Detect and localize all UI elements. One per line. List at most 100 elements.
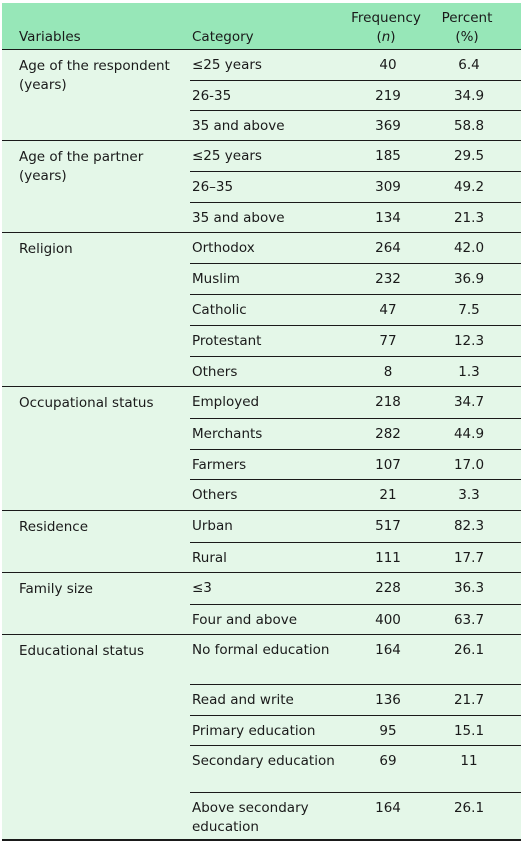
frequency-cell: 228	[375, 580, 401, 596]
table-header: Variables Category Frequency (n) Percent…	[2, 3, 521, 50]
percent-cell: 44.9	[453, 426, 485, 442]
header-frequency-line1: Frequency	[351, 10, 421, 26]
table-row: Others 21 3.3	[190, 479, 521, 510]
percent-cell: 49.2	[453, 179, 485, 195]
frequency-cell: 77	[379, 333, 397, 349]
table-row: Protestant 77 12.3	[190, 325, 521, 356]
percent-cell: 63.7	[453, 612, 485, 628]
percent-cell: 17.0	[453, 457, 485, 473]
table-row: Farmers 107 17.0	[190, 449, 521, 479]
percent-cell: 29.5	[453, 148, 485, 164]
table-group: Religion Orthodox 264 42.0 Muslim 232 36…	[2, 233, 521, 387]
table-row: Four and above 400 63.7	[190, 604, 521, 634]
table-row: Employed 218 34.7	[190, 387, 521, 418]
frequency-cell: 69	[379, 753, 397, 769]
frequency-cell: 111	[375, 550, 401, 566]
frequency-cell: 282	[375, 426, 401, 442]
percent-cell: 21.7	[453, 692, 485, 708]
frequency-cell: 164	[375, 642, 401, 658]
frequency-cell: 232	[375, 271, 401, 287]
percent-cell: 7.5	[458, 302, 480, 318]
table-row: 26-35 219 34.9	[190, 80, 521, 110]
percent-cell: 36.9	[453, 271, 485, 287]
table-row: Others 8 1.3	[190, 356, 521, 386]
group-rows: No formal education 164 26.1 Read and wr…	[190, 635, 521, 839]
frequency-cell: 47	[379, 302, 397, 318]
table-row: 26–35 309 49.2	[190, 171, 521, 202]
variable-label: Residence	[19, 519, 89, 535]
percent-cell: 34.7	[453, 394, 485, 410]
table-row: Orthodox 264 42.0	[190, 233, 521, 263]
table-group: Educational status No formal education 1…	[2, 635, 521, 840]
table-group: Residence Urban 517 82.3 Rural 111 17.7	[2, 511, 521, 573]
category-cell: Urban	[192, 518, 233, 534]
frequency-cell: 369	[375, 118, 401, 134]
frequency-cell: 185	[375, 148, 401, 164]
percent-cell: 21.3	[453, 210, 485, 226]
frequency-cell: 309	[375, 179, 401, 195]
category-cell: Secondary education	[192, 753, 335, 769]
table-row: Above secondary education 164 26.1	[190, 792, 521, 839]
frequency-cell: 40	[379, 57, 397, 73]
table-row: Secondary education 69 11	[190, 745, 521, 792]
group-rows: ≤3 228 36.3 Four and above 400 63.7	[190, 573, 521, 634]
percent-cell: 11	[460, 753, 478, 769]
category-cell: ≤25 years	[192, 57, 262, 73]
category-cell: No formal education	[192, 642, 330, 658]
percent-cell: 1.3	[458, 364, 480, 380]
table-row: ≤25 years 185 29.5	[190, 141, 521, 171]
frequency-cell: 21	[379, 487, 397, 503]
category-cell: Merchants	[192, 426, 263, 442]
group-rows: Urban 517 82.3 Rural 111 17.7	[190, 511, 521, 572]
frequency-cell: 264	[375, 240, 401, 256]
category-cell: Orthodox	[192, 240, 255, 256]
percent-cell: 42.0	[453, 240, 485, 256]
frequency-cell: 218	[375, 394, 401, 410]
category-cell: 26–35	[192, 179, 234, 195]
category-cell: Rural	[192, 550, 227, 566]
category-cell: Catholic	[192, 302, 247, 318]
table-row: Rural 111 17.7	[190, 542, 521, 572]
header-percent-line1: Percent	[441, 10, 493, 26]
table-group: Occupational status Employed 218 34.7 Me…	[2, 387, 521, 511]
category-cell: 35 and above	[192, 118, 285, 134]
category-cell: Primary education	[192, 723, 316, 739]
table-group: Age of the partner (years) ≤25 years 185…	[2, 141, 521, 233]
header-frequency: Frequency (n)	[338, 9, 434, 47]
table-row: Read and write 136 21.7	[190, 684, 521, 715]
category-cell: Others	[192, 364, 238, 380]
category-cell: Read and write	[192, 692, 294, 708]
category-cell: 26-35	[192, 88, 232, 104]
header-variables: Variables	[19, 29, 81, 45]
percent-cell: 12.3	[453, 333, 485, 349]
category-cell: Above secondary education	[192, 800, 309, 835]
category-cell: Farmers	[192, 457, 247, 473]
frequency-cell: 8	[383, 364, 393, 380]
table-row: Merchants 282 44.9	[190, 418, 521, 449]
percent-cell: 26.1	[453, 642, 485, 658]
variable-label: Occupational status	[19, 395, 154, 411]
table-row: Catholic 47 7.5	[190, 294, 521, 325]
group-rows: ≤25 years 185 29.5 26–35 309 49.2 35 and…	[190, 141, 521, 232]
header-category: Category	[192, 29, 254, 45]
table-row: ≤3 228 36.3	[190, 573, 521, 604]
table-row: 35 and above 134 21.3	[190, 202, 521, 232]
percent-cell: 58.8	[453, 118, 485, 134]
group-rows: ≤25 years 40 6.4 26-35 219 34.9 35 and a…	[190, 50, 521, 140]
table-row: Urban 517 82.3	[190, 511, 521, 542]
frequency-cell: 164	[375, 800, 401, 816]
percent-cell: 6.4	[458, 57, 480, 73]
table-row: ≤25 years 40 6.4	[190, 50, 521, 80]
frequency-cell: 219	[375, 88, 401, 104]
variable-label: Age of the partner (years)	[19, 149, 144, 184]
category-cell: Protestant	[192, 333, 262, 349]
frequency-cell: 517	[375, 518, 401, 534]
percent-cell: 26.1	[453, 800, 485, 816]
category-cell: Four and above	[192, 612, 298, 628]
category-cell: Employed	[192, 394, 260, 410]
variable-label: Age of the respondent (years)	[19, 58, 170, 93]
table-group: Age of the respondent (years) ≤25 years …	[2, 50, 521, 141]
category-cell: Others	[192, 487, 238, 503]
frequency-cell: 107	[375, 457, 401, 473]
percent-cell: 15.1	[453, 723, 485, 739]
